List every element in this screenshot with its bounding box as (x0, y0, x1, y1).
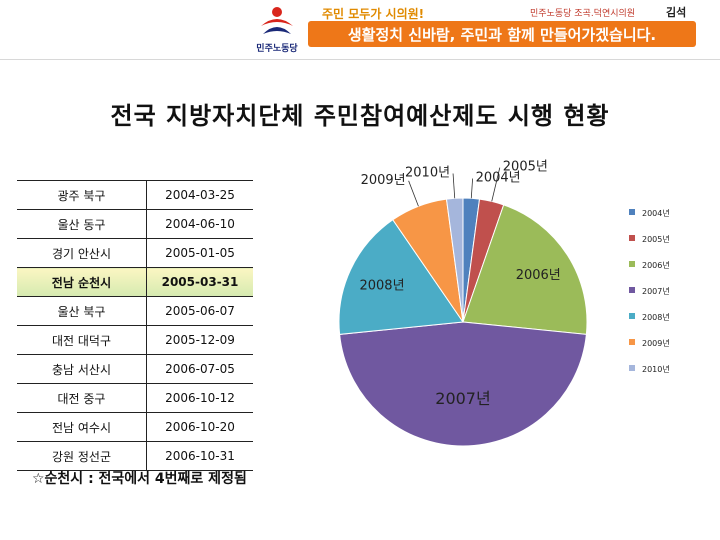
table-row: 광주 북구 2004-03-25 (17, 180, 253, 210)
table-cell-date: 2006-10-20 (146, 412, 253, 442)
pie-slice-2008년 (338, 219, 464, 335)
table-cell-date: 2006-10-12 (146, 383, 253, 413)
pie-leader-lines (408, 167, 501, 207)
legend-label-2004년: 2004년 (642, 208, 670, 218)
footnote: ☆순천시 : 전국에서 4번째로 제정됨 (32, 471, 247, 487)
party-logo-icon (261, 7, 293, 34)
legend-label-2007년: 2007년 (642, 286, 670, 296)
table-cell-region: 대전 중구 (17, 383, 147, 413)
table-cell-region: 울산 동구 (17, 209, 147, 239)
author-name: 김석 (666, 6, 687, 19)
legend-swatch-2005년 (629, 235, 635, 241)
party-info: 민주노동당 조곡.덕연시의원 (530, 9, 636, 19)
legend-swatch-2010년 (629, 365, 635, 371)
leader-line-2005년 (491, 167, 501, 202)
pie-label-2007년: 2007년 (435, 389, 490, 408)
date-table: 광주 북구 2004-03-25 울산 동구 2004-06-10 경기 안산시 2005… (17, 180, 253, 471)
table-row: 충남 서산시 2006-07-05 (17, 354, 253, 384)
legend-swatch-2009년 (629, 339, 635, 345)
table-cell-date: 2004-03-25 (146, 180, 253, 210)
table-cell-region: 울산 북구 (17, 296, 147, 326)
leader-line-2010년 (452, 173, 456, 199)
table-cell-date: 2006-10-31 (146, 441, 253, 471)
slogan-banner-text: 생활정치 신바람, 주민과 함께 만들어가겠습니다. (347, 26, 657, 44)
pie-slice-2006년 (462, 204, 588, 335)
table-cell-region: 충남 서산시 (17, 354, 147, 384)
legend-swatch-2007년 (629, 287, 635, 293)
table-row: 대전 대덕구 2005-12-09 (17, 325, 253, 355)
table-row: 경기 안산시 2005-01-05 (17, 238, 253, 268)
table-cell-date: 2004-06-10 (146, 209, 253, 239)
leader-line-2004년 (470, 178, 474, 199)
slogan-top: 주민 모두가 시의원! (322, 7, 425, 21)
table-cell-region: 광주 북구 (17, 180, 147, 210)
table-cell-date: 2006-07-05 (146, 354, 253, 384)
legend-label-2006년: 2006년 (642, 260, 670, 270)
pie-label-2008년: 2008년 (359, 278, 404, 293)
table-cell-region: 전남 순천시 (17, 267, 147, 297)
table-cell-date: 2005-06-07 (146, 296, 253, 326)
pie-label-2005년: 2005년 (503, 160, 548, 175)
table-row: 울산 동구 2004-06-10 (17, 209, 253, 239)
leader-line-2009년 (408, 180, 419, 207)
pie-slices (338, 197, 588, 447)
header-divider (0, 59, 720, 60)
table-row: 대전 중구 2006-10-12 (17, 383, 253, 413)
table-row: 전남 순천시 2005-03-31 (17, 267, 253, 297)
table-cell-date: 2005-12-09 (146, 325, 253, 355)
legend-swatch-2004년 (629, 209, 635, 215)
legend-swatch-2008년 (629, 313, 635, 319)
table-cell-region: 강원 정선군 (17, 441, 147, 471)
table-cell-date: 2005-03-31 (146, 267, 253, 297)
chart-legend: 2004년 2005년 2006년 2007년 2008년 2009년 2010년 (629, 208, 670, 374)
logo-name: 민주노동당 (256, 44, 298, 54)
table-row: 울산 북구 2005-06-07 (17, 296, 253, 326)
pie-label-2009년: 2009년 (361, 173, 406, 188)
table-cell-region: 경기 안산시 (17, 238, 147, 268)
table-cell-region: 대전 대덕구 (17, 325, 147, 355)
legend-swatch-2006년 (629, 261, 635, 267)
page-title: 전국 지방자치단체 주민참여예산제도 시행 현황 (110, 102, 610, 130)
slogan-banner: 생활정치 신바람, 주민과 함께 만들어가겠습니다. (308, 21, 696, 47)
table-row: 강원 정선군 2006-10-31 (17, 441, 253, 471)
header: 민주노동당 주민 모두가 시의원! 민주노동당 조곡.덕연시의원 김석 생활정치… (0, 0, 720, 60)
pie-slice-2007년 (339, 321, 587, 447)
pie-label-2010년: 2010년 (405, 166, 450, 181)
table-cell-date: 2005-01-05 (146, 238, 253, 268)
legend-label-2005년: 2005년 (642, 234, 670, 244)
legend-label-2008년: 2008년 (642, 312, 670, 322)
pie-label-2004년: 2004년 (476, 170, 521, 185)
legend-label-2010년: 2010년 (642, 364, 670, 374)
legend-label-2009년: 2009년 (642, 338, 670, 348)
table-row: 전남 여수시 2006-10-20 (17, 412, 253, 442)
pie-label-2006년: 2006년 (516, 268, 561, 283)
party-logo: 민주노동당 (248, 4, 306, 54)
table-cell-region: 전남 여수시 (17, 412, 147, 442)
